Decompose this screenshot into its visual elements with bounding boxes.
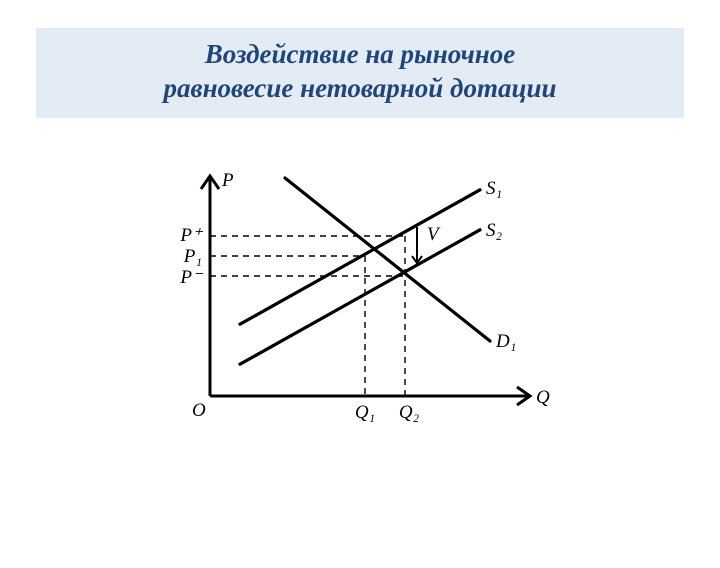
label-p1: P₁ [183,246,202,267]
label-q-axis: Q [536,387,550,408]
label-q1: Q₁ [355,402,375,423]
supply-demand-diagram: P Q O P⁺P₁P⁻ Q₁ Q₂ S₁ S₂ D₁ V [150,146,570,446]
label-s1: S₁ [486,177,502,198]
supply-line-s2 [240,229,480,363]
title-line-2: равновесие нетоварной дотации [52,72,668,106]
label-d1: D₁ [495,331,516,352]
label-p-axis: P [221,170,234,191]
title-line-1: Воздействие на рыночное [52,38,668,72]
label-p-minus: P⁻ [179,267,204,288]
label-s2: S₂ [486,219,503,240]
label-v: V [427,224,441,245]
diagram-container: P Q O P⁺P₁P⁻ Q₁ Q₂ S₁ S₂ D₁ V [0,146,720,446]
label-p-plus: P⁺ [179,225,204,246]
label-q2: Q₂ [399,402,420,423]
label-origin: O [192,400,206,421]
title-banner: Воздействие на рыночное равновесие нетов… [36,28,684,118]
